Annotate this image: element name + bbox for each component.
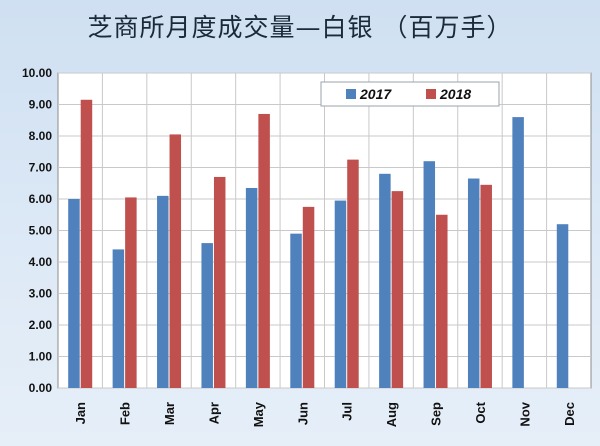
legend-label-2018: 2018 <box>439 86 471 102</box>
bar-2017-Feb <box>112 249 125 388</box>
legend-swatch-2018 <box>426 89 436 99</box>
y-tick-label: 1.00 <box>29 350 53 364</box>
x-tick-label: Jan <box>73 402 88 424</box>
bar-2017-Aug <box>379 173 391 388</box>
bar-2017-Apr <box>201 243 213 388</box>
x-tick-label: Sep <box>429 402 444 426</box>
x-tick-label: Apr <box>206 402 221 424</box>
bar-2017-Jan <box>68 199 80 388</box>
bar-2018-Jun <box>302 206 315 388</box>
bars <box>68 99 569 389</box>
bar-2017-May <box>245 187 258 388</box>
bar-2018-May <box>258 113 270 388</box>
x-tick-label: Nov <box>517 401 532 426</box>
y-tick-label: 5.00 <box>29 224 53 238</box>
x-tick-label: Oct <box>473 401 488 423</box>
bar-2017-Jul <box>334 200 347 388</box>
bar-2017-Dec <box>556 224 569 388</box>
legend-swatch-2017 <box>346 89 356 99</box>
x-tick-label: Feb <box>118 402 133 425</box>
bar-2018-Feb <box>125 197 137 388</box>
bar-2018-Aug <box>391 191 404 388</box>
y-tick-label: 6.00 <box>29 192 53 206</box>
bar-2018-Mar <box>169 134 182 388</box>
y-tick-label: 3.00 <box>29 287 53 301</box>
y-tick-label: 2.00 <box>29 318 53 332</box>
bar-2017-Mar <box>157 195 169 388</box>
bar-2017-Oct <box>467 178 480 388</box>
x-tick-label: May <box>251 401 266 427</box>
bar-2018-Apr <box>213 176 226 388</box>
bar-2017-Sep <box>423 161 436 388</box>
y-tick-label: 8.00 <box>29 129 53 143</box>
bar-2017-Jun <box>290 233 302 388</box>
gridlines <box>58 72 591 389</box>
y-tick-label: 7.00 <box>29 161 53 175</box>
bar-2018-Oct <box>480 184 492 388</box>
y-tick-label: 9.00 <box>29 98 53 112</box>
chart-title: 芝商所月度成交量—白银 （百万手） <box>87 13 513 42</box>
bar-2018-Jul <box>347 159 359 388</box>
x-tick-label: Dec <box>562 402 577 426</box>
y-axis-ticks: 0.00 1.00 2.00 3.00 4.00 5.00 6.00 7.00 8.00 9.00… <box>22 66 52 395</box>
bar-2018-Sep <box>436 214 448 388</box>
x-tick-label: Mar <box>162 402 177 425</box>
y-tick-label: 0.00 <box>29 381 53 395</box>
legend-label-2017: 2017 <box>359 86 392 102</box>
x-axis-ticks: Jan Feb Mar Apr May Jun Jul Aug Sep Oct Nov Dec <box>73 401 577 427</box>
y-tick-label: 4.00 <box>29 255 53 269</box>
y-tick-label: 10.00 <box>22 66 52 80</box>
legend: 2017 2018 <box>320 81 500 107</box>
x-tick-label: Jun <box>295 402 310 425</box>
x-tick-label: Jul <box>340 402 355 421</box>
x-tick-label: Aug <box>384 402 399 427</box>
bar-2017-Nov <box>512 117 524 388</box>
bar-2018-Jan <box>80 99 93 389</box>
